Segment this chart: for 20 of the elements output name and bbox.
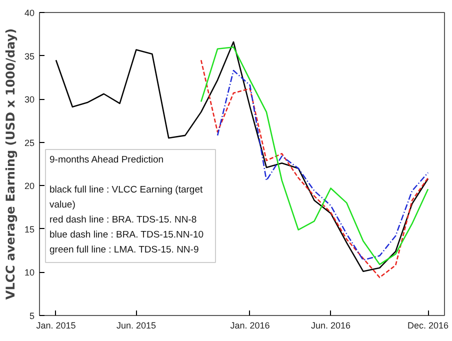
x-tick-label: Dec. 2016 (408, 320, 449, 330)
y-tick-label: 10 (24, 268, 35, 278)
x-tick-label: Jun. 2016 (310, 320, 351, 330)
line-series (216, 70, 429, 261)
x-tick-label: Jan. 2016 (230, 320, 270, 330)
x-tick-label: Jan. 2015 (36, 320, 76, 330)
y-tick-label: 25 (24, 138, 35, 148)
y-axis-title: VLCC average Earning (USD x 1000/day) (3, 28, 18, 300)
x-tick-label: Jun. 2015 (116, 320, 156, 330)
y-tick-label: 40 (24, 8, 35, 18)
annotation: 9-months Ahead Prediction (50, 154, 164, 166)
annotation: blue dash line : BRA. TDS-15.NN-10 (50, 230, 204, 240)
y-tick-label: 30 (24, 94, 35, 105)
y-tick-label: 5 (29, 311, 35, 321)
annotation: green full line : LMA. TDS-15. NN-9 (50, 244, 199, 256)
y-tick-label: 35 (24, 51, 35, 62)
y-tick-label: 20 (24, 181, 35, 192)
y-tick-label: 15 (24, 224, 35, 234)
annotation: black full line : VLCC Earning (target value) (50, 184, 203, 210)
annotation: red dash line : BRA. TDS-15. NN-8 (50, 214, 197, 226)
